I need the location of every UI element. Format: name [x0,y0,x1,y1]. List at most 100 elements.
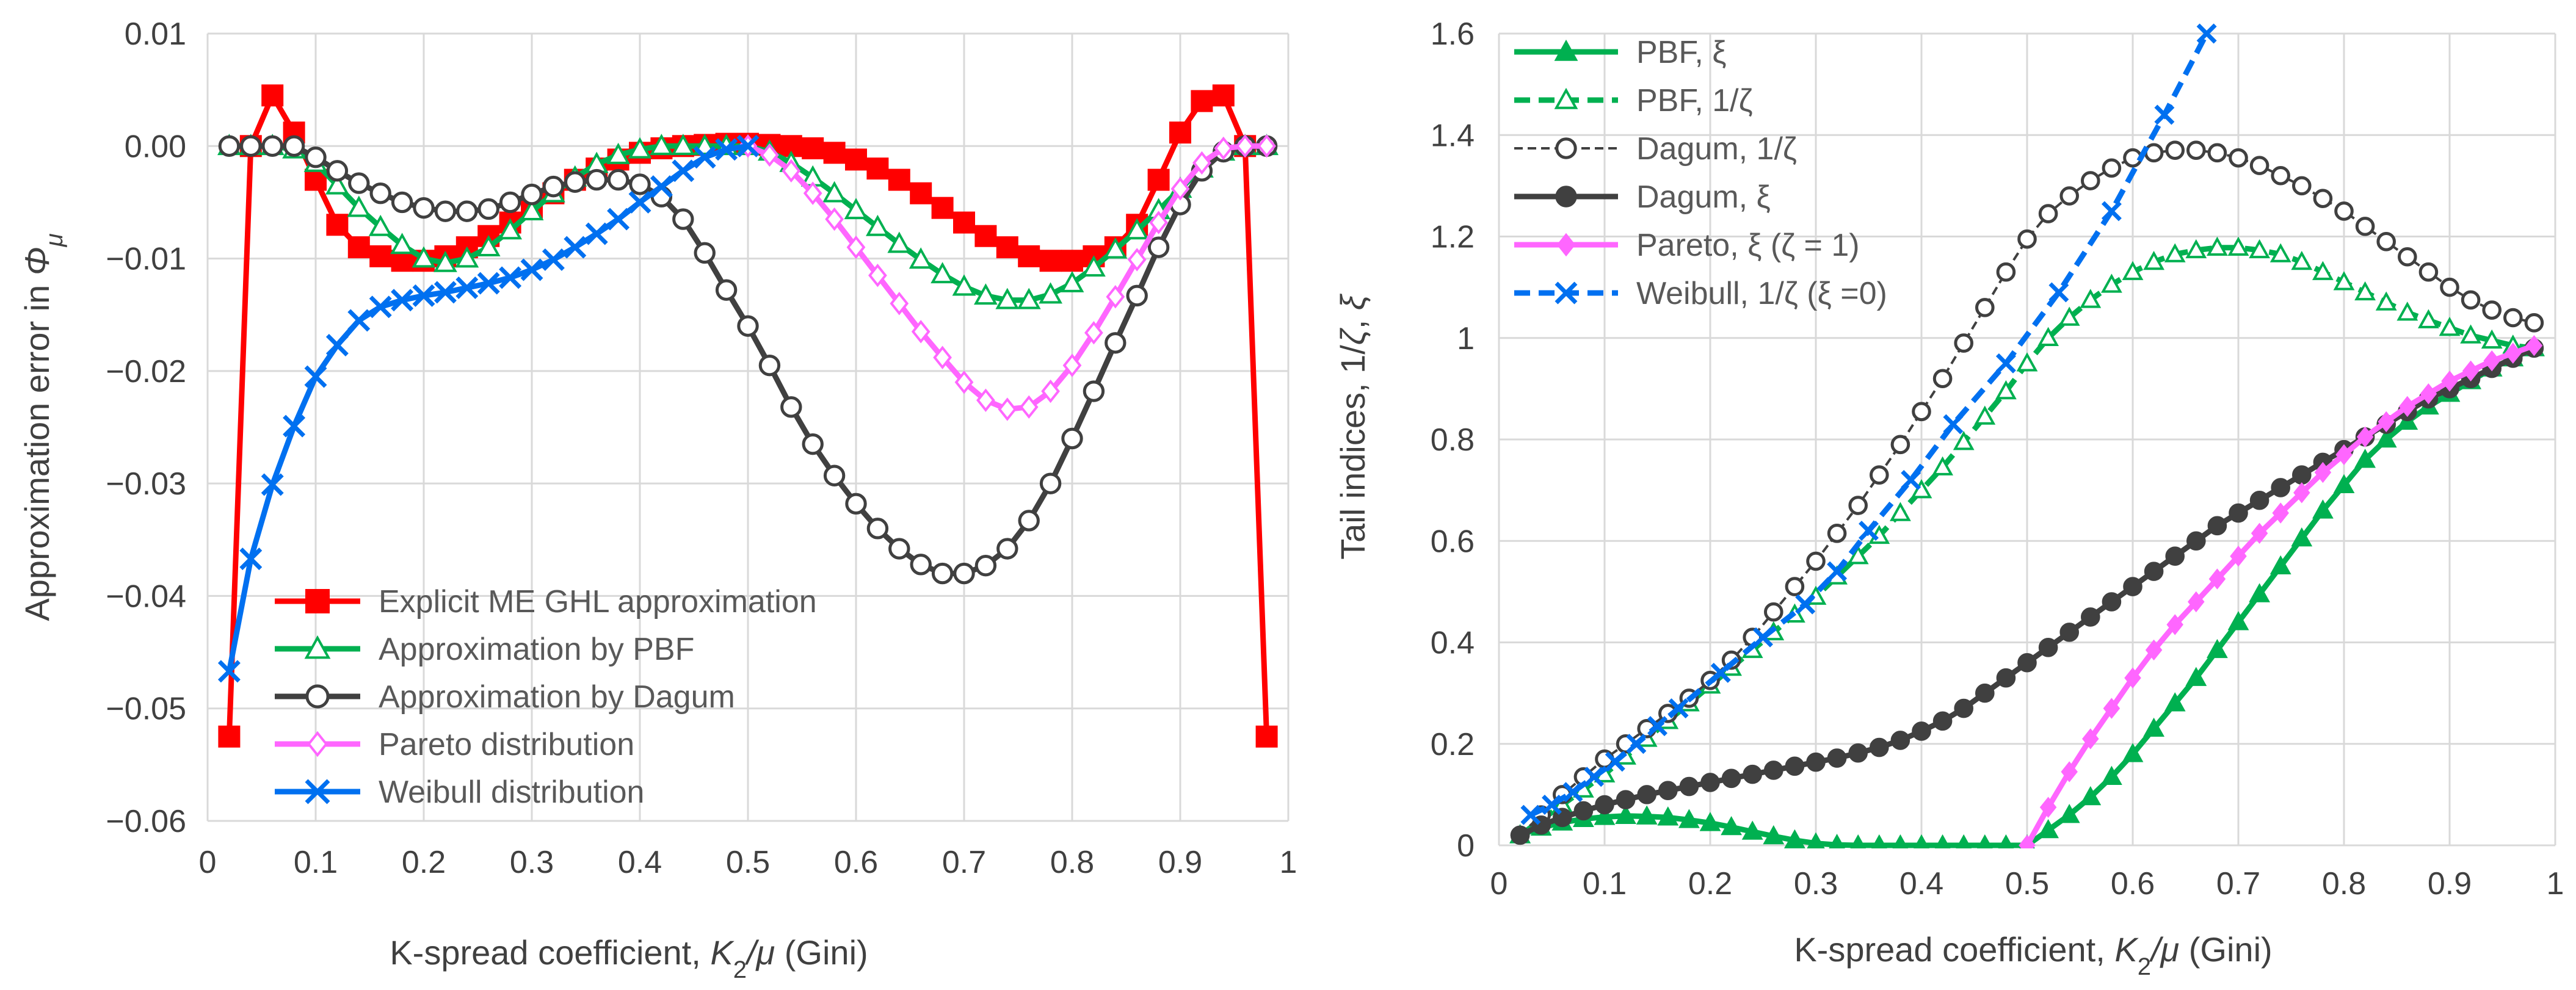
data-point [218,725,241,748]
legend-marker [305,684,330,709]
y-tick-label: −0.01 [106,242,186,277]
data-point [672,208,694,230]
data-point [1871,834,1887,848]
data-point [2354,449,2376,468]
data-point [477,272,500,295]
data-point [2251,522,2268,544]
legend-label: Explicit ME GHL approximation [379,584,817,620]
data-point [391,191,413,214]
data-point [1039,472,1062,494]
data-point [1018,510,1040,532]
data-point [996,236,1018,259]
data-point [1764,602,1783,622]
data-point [1829,834,1845,848]
legend-item: PBF, 1/ζ [1514,83,1753,118]
data-point [1890,435,1910,455]
plot-area [1509,23,2545,848]
data-point [782,159,801,183]
data-point [715,138,738,161]
data-point [715,279,738,301]
legend-item: Approximation by Dagum [275,679,735,715]
x-tick-label: 0.7 [942,845,986,880]
y-tick-label: −0.05 [106,692,186,727]
tick-labels: 0 0.1 0.2 0.3 0.4 0.5 0.6 0.7 0.8 0.9 1 0.01 0.00 −0.… [106,16,1297,880]
data-point [2229,148,2248,168]
data-point [2081,607,2100,627]
legend: PBF, ξ PBF, 1/ζ Dagum, 1/ζ Dagum, ξ Pareto, … [1514,35,1887,311]
data-point [2376,232,2396,251]
data-point [998,397,1017,421]
data-point [2101,201,2122,222]
data-point [910,554,932,576]
data-point [1870,465,1889,485]
data-point [1806,752,1826,772]
data-point [1106,285,1125,309]
data-point [1956,834,1972,848]
data-point [434,200,457,222]
data-point [391,289,414,312]
x-tick-label: 0.1 [294,845,338,880]
data-point [2048,282,2069,303]
y-tick-label: 0.4 [1431,626,1475,661]
data-point [2122,743,2144,762]
data-point [2355,217,2375,236]
data-point [628,190,651,214]
legend-label: Weibull, 1/ζ (ξ =0) [1636,276,1887,311]
data-point [1657,806,1679,826]
data-point [672,159,695,182]
data-point [607,168,629,191]
data-point [1741,820,1763,840]
data-point [585,222,608,245]
y-tick-label: 1 [1457,321,1475,356]
data-point [995,287,1020,309]
data-point [542,248,565,271]
data-point [2292,465,2312,485]
data-point [2375,291,2397,311]
data-point [1795,594,1816,615]
data-point [1912,402,1931,422]
data-point [845,148,867,171]
legend-marker [1556,233,1576,257]
data-point [412,284,435,307]
data-point [931,262,954,284]
legend-item: Pareto distribution [275,727,634,762]
data-point [261,135,283,157]
data-point [261,84,284,107]
data-point [2082,728,2099,750]
data-point [953,211,975,234]
data-point [1763,825,1785,845]
x-tick-label: 0.6 [834,845,878,880]
data-point [1847,545,1869,565]
legend-marker [1555,186,1577,208]
data-point [2227,236,2249,256]
data-point [1562,782,1583,803]
data-point [868,264,887,287]
data-point [1255,725,1278,748]
data-point [954,370,974,394]
data-point [1953,431,1975,450]
x-tick-label: 0.3 [1794,866,1838,901]
data-point [1637,785,1656,804]
data-point [304,365,327,388]
data-point [2269,555,2291,575]
data-point [1976,834,1993,848]
data-point [2143,717,2164,737]
data-point [2019,834,2036,848]
data-point [911,320,931,344]
data-point [823,464,846,486]
data-point [1932,456,1953,475]
x-tick-label: 1 [2547,866,2564,901]
data-point [391,250,413,272]
data-point [1954,333,1973,353]
data-point [974,283,998,305]
data-point [2420,383,2437,405]
data-point [2122,261,2144,280]
data-point [455,276,479,299]
y-tick-label: 1.4 [1431,118,1475,153]
data-point [2208,568,2226,590]
data-point [2186,140,2206,160]
data-point [239,547,263,571]
data-point [1668,698,1689,719]
data-point [737,315,759,337]
data-point [823,142,846,164]
